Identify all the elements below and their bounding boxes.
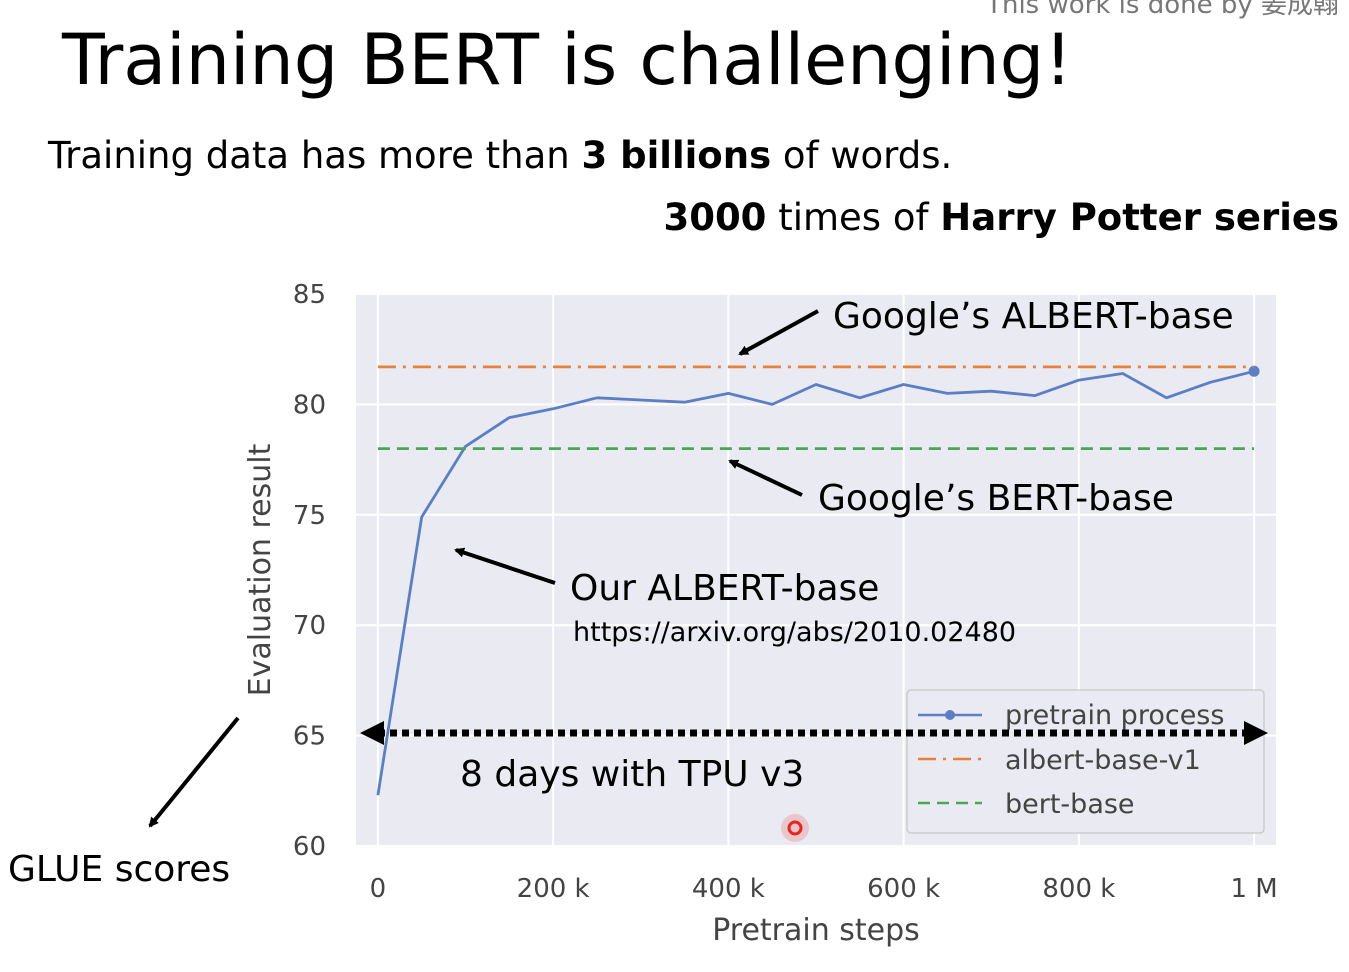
legend-box bbox=[906, 689, 1265, 834]
harry-potter-text: 3000 times of Harry Potter series bbox=[663, 194, 1339, 242]
annotation-tpu: 8 days with TPU v3 bbox=[460, 754, 804, 795]
slide-title: Training BERT is challenging! bbox=[62, 19, 1073, 101]
legend: pretrain process albert-base-v1 bert-bas… bbox=[906, 689, 1265, 834]
annotation-google-albert: Google’s ALBERT-base bbox=[833, 296, 1234, 337]
y-tick-label: 85 bbox=[293, 280, 326, 310]
cursor-glow bbox=[781, 814, 809, 842]
annotation-google-bert: Google’s BERT-base bbox=[818, 478, 1174, 519]
cursor-ring bbox=[787, 820, 803, 836]
arrow-google-bert bbox=[728, 459, 803, 497]
x-tick-label: 0 bbox=[370, 874, 387, 904]
legend-label-albert: albert-base-v1 bbox=[1005, 745, 1201, 776]
annotation-glue: GLUE scores bbox=[8, 849, 230, 890]
line1-bold: 3 billions bbox=[581, 134, 772, 177]
arrow-our-albert bbox=[454, 547, 556, 585]
x-tick-label: 400 k bbox=[692, 874, 765, 904]
y-tick-label: 80 bbox=[293, 390, 326, 420]
x-tick-label: 1 M bbox=[1230, 874, 1277, 904]
legend-marker-pretrain bbox=[945, 710, 955, 720]
x-axis-label: Pretrain steps bbox=[712, 913, 920, 948]
x-tick-label: 600 k bbox=[867, 874, 940, 904]
line2-bold1: 3000 bbox=[663, 196, 767, 239]
y-axis-label: Evaluation result bbox=[243, 443, 278, 696]
series-end-point bbox=[1248, 365, 1260, 377]
line2-middle: times of bbox=[766, 196, 941, 239]
arrow-glue bbox=[148, 716, 240, 828]
credit-text: This work is done by 姜成翰 bbox=[986, 0, 1339, 20]
arrow-google-albert bbox=[738, 309, 819, 356]
tpu-arrow-right bbox=[1244, 721, 1268, 745]
legend-label-bert: bert-base bbox=[1005, 789, 1135, 820]
tpu-arrow-left bbox=[360, 721, 384, 745]
x-tick-label: 800 k bbox=[1042, 874, 1115, 904]
annotation-url: https://arxiv.org/abs/2010.02480 bbox=[573, 617, 1016, 648]
x-tick-label: 200 k bbox=[517, 874, 590, 904]
y-tick-label: 65 bbox=[293, 722, 326, 752]
legend-label-pretrain: pretrain process bbox=[1005, 700, 1224, 731]
training-data-text: Training data has more than 3 billions o… bbox=[48, 132, 952, 180]
line1-suffix: of words. bbox=[771, 134, 953, 177]
series-line-pretrain-process bbox=[376, 369, 1255, 796]
annotation-our-albert: Our ALBERT-base bbox=[570, 568, 879, 609]
line1-prefix: Training data has more than bbox=[48, 134, 582, 177]
y-tick-label: 75 bbox=[293, 501, 326, 531]
y-tick-label: 70 bbox=[293, 611, 326, 641]
y-tick-label: 60 bbox=[293, 832, 326, 862]
line2-bold2: Harry Potter series bbox=[940, 196, 1339, 239]
